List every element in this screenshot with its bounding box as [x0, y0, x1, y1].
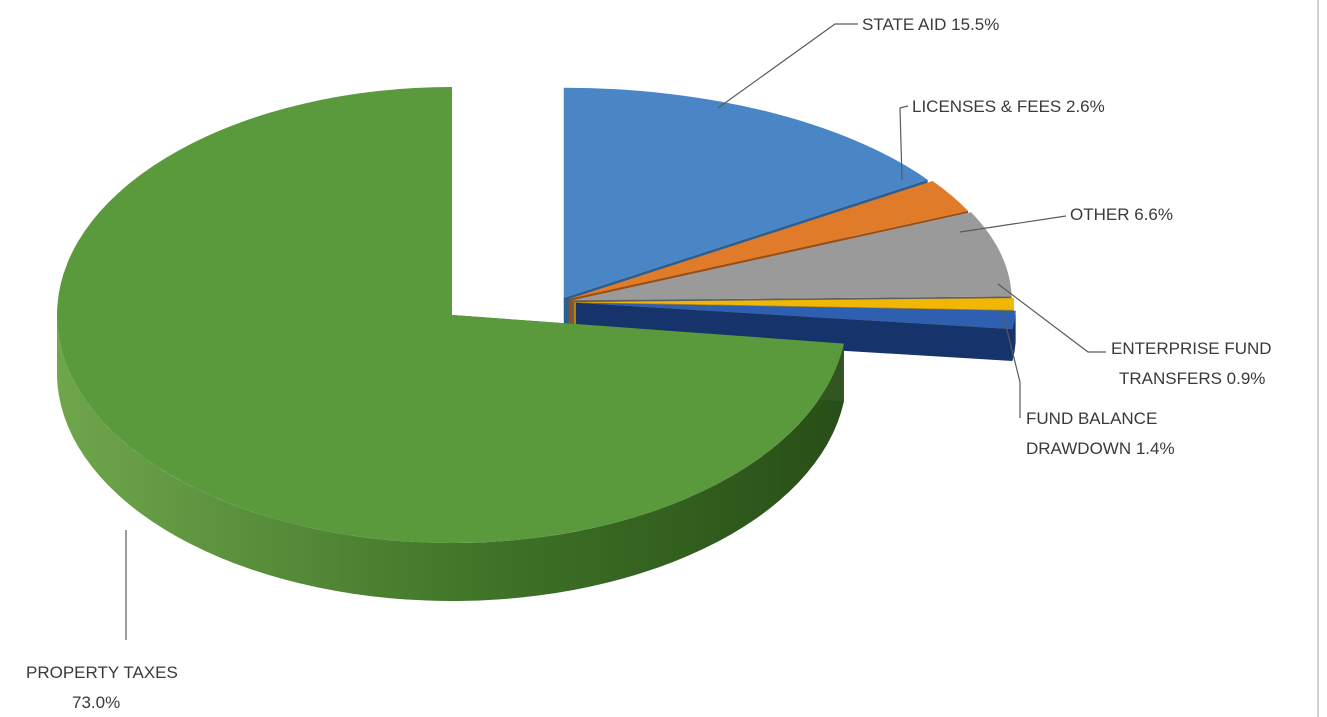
data-label-fund-balance-drawdown: FUND BALANCE DRAWDOWN 1.4% [1026, 409, 1175, 458]
slice-enterprise-fund-transfers [573, 298, 1014, 310]
data-label-other: OTHER 6.6% [1070, 205, 1173, 224]
frame-right-border [1317, 0, 1319, 717]
leader-line-state-aid [717, 23, 858, 109]
slice-licenses-fees [568, 181, 968, 300]
data-label-line: FUND BALANCE [1026, 409, 1157, 428]
data-label-licenses-fees: LICENSES & FEES 2.6% [912, 97, 1105, 116]
data-label-enterprise-fund-transfers: ENTERPRISE FUND TRANSFERS 0.9% [1111, 339, 1272, 388]
leader-line-licenses-fees [899, 105, 909, 181]
slice-state-aid [563, 87, 928, 298]
labels-layer: PROPERTY TAXES 73.0% STATE AID 15.5% LICENS… [26, 15, 1272, 712]
data-label-line: STATE AID 15.5% [862, 15, 999, 34]
slice-group-others [563, 87, 1016, 362]
data-label-line: 73.0% [72, 693, 120, 712]
slice-property-taxes [57, 87, 844, 544]
slice-other [571, 212, 1012, 301]
slice-side-fund-balance-drawdown [1012, 310, 1016, 362]
slice-group-fund-balance-drawdown [575, 302, 1016, 362]
data-label-line: PROPERTY TAXES [26, 663, 178, 682]
data-label-state-aid: STATE AID 15.5% [862, 15, 999, 34]
data-label-line: DRAWDOWN 1.4% [1026, 439, 1175, 458]
slice-side-property-taxes [57, 315, 844, 602]
leader-line-other [959, 215, 1067, 233]
slice-fund-balance-drawdown [575, 302, 1016, 330]
data-label-line: OTHER 6.6% [1070, 205, 1173, 224]
slices-layer [57, 87, 1016, 602]
data-label-line: TRANSFERS 0.9% [1119, 369, 1265, 388]
data-label-line: ENTERPRISE FUND [1111, 339, 1272, 358]
data-label-line: LICENSES & FEES 2.6% [912, 97, 1105, 116]
slice-group-property-taxes [57, 87, 844, 602]
leader-line-fund-balance-drawdown [1001, 309, 1021, 418]
leader-line-enterprise-fund-transfers [997, 283, 1106, 353]
slice-cut-fund-balance-drawdown [575, 302, 1013, 362]
data-label-property-taxes: PROPERTY TAXES 73.0% [26, 663, 178, 712]
